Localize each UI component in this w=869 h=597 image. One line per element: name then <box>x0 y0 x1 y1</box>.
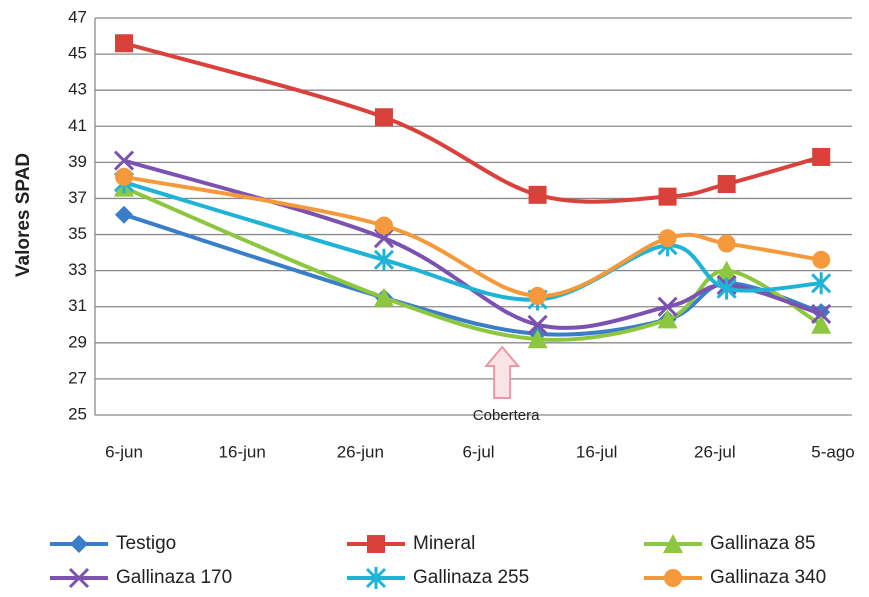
marker <box>374 108 393 127</box>
marker <box>365 567 387 589</box>
marker <box>367 535 385 553</box>
y-tick-label: 35 <box>68 224 87 243</box>
legend-item: Testigo <box>50 533 176 554</box>
y-tick-label: 33 <box>68 260 87 279</box>
y-tick-label: 37 <box>68 188 87 207</box>
y-tick-label: 27 <box>68 368 87 387</box>
marker <box>657 296 678 317</box>
marker <box>373 248 395 271</box>
marker <box>115 34 133 53</box>
y-tick-label: 41 <box>68 116 87 135</box>
marker <box>373 287 394 307</box>
marker <box>658 187 677 206</box>
marker <box>527 314 548 335</box>
legend-item: Mineral <box>347 533 475 554</box>
y-tick-label: 45 <box>68 44 87 63</box>
x-tick-label: 16-jun <box>219 442 266 461</box>
x-tick-label: 6-jun <box>105 442 143 461</box>
marker <box>113 150 135 171</box>
marker <box>812 147 831 166</box>
marker <box>528 286 547 305</box>
marker <box>68 567 90 589</box>
marker <box>811 272 832 295</box>
legend-label: Gallinaza 255 <box>413 567 529 588</box>
marker <box>528 185 547 204</box>
marker <box>716 260 737 280</box>
legend-label: Gallinaza 340 <box>710 567 826 588</box>
legend-label: Mineral <box>413 533 475 554</box>
legend-label: Testigo <box>116 533 176 554</box>
y-tick-label: 39 <box>68 152 87 171</box>
legend-label: Gallinaza 170 <box>116 567 232 588</box>
x-tick-label: 5-ago <box>811 442 854 461</box>
series-line <box>123 174 822 298</box>
marker <box>374 216 393 235</box>
x-tick-label: 26-jul <box>694 442 736 461</box>
legend-item: Gallinaza 255 <box>347 567 529 589</box>
marker <box>657 309 678 329</box>
marker <box>658 229 677 248</box>
y-tick-label: 25 <box>68 404 87 423</box>
x-tick-label: 16-jul <box>576 442 618 461</box>
marker <box>527 329 548 349</box>
marker <box>717 175 736 194</box>
marker <box>664 569 682 587</box>
y-tick-label: 47 <box>68 7 87 26</box>
marker <box>663 534 683 553</box>
annotation: Cobertera <box>473 407 540 424</box>
y-tick-label: 29 <box>68 332 87 351</box>
y-tick-label: 43 <box>68 80 87 99</box>
y-axis-label: Valores SPAD <box>13 153 34 277</box>
legend-item: Gallinaza 170 <box>50 567 232 589</box>
annotation-arrow <box>483 345 521 399</box>
marker <box>716 277 737 300</box>
series-line <box>123 185 823 342</box>
marker <box>115 205 133 224</box>
y-tick-label: 31 <box>68 296 87 315</box>
marker <box>811 303 832 325</box>
marker <box>811 314 832 334</box>
legend-item: Gallinaza 340 <box>644 567 826 588</box>
marker <box>70 535 88 553</box>
marker <box>115 167 133 186</box>
marker <box>717 234 736 253</box>
x-tick-label: 26-jun <box>337 442 384 461</box>
legend-label: Gallinaza 85 <box>710 533 816 554</box>
x-tick-label: 6-jul <box>462 442 494 461</box>
legend-item: Gallinaza 85 <box>644 533 816 554</box>
marker <box>812 250 831 269</box>
series-line <box>123 41 822 204</box>
